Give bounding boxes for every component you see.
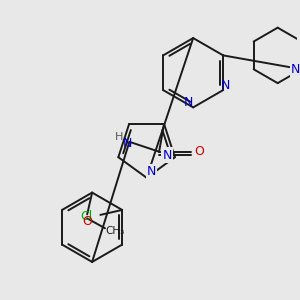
Text: N: N	[147, 165, 156, 178]
Text: CH₃: CH₃	[105, 226, 124, 236]
Text: N: N	[220, 79, 230, 92]
Text: N: N	[291, 63, 300, 76]
Text: O: O	[194, 145, 204, 158]
Text: N: N	[184, 96, 193, 109]
Text: N: N	[162, 149, 172, 162]
Text: H: H	[115, 132, 124, 142]
Text: O: O	[82, 215, 92, 228]
Text: N: N	[123, 137, 132, 150]
Text: Cl: Cl	[80, 210, 93, 224]
